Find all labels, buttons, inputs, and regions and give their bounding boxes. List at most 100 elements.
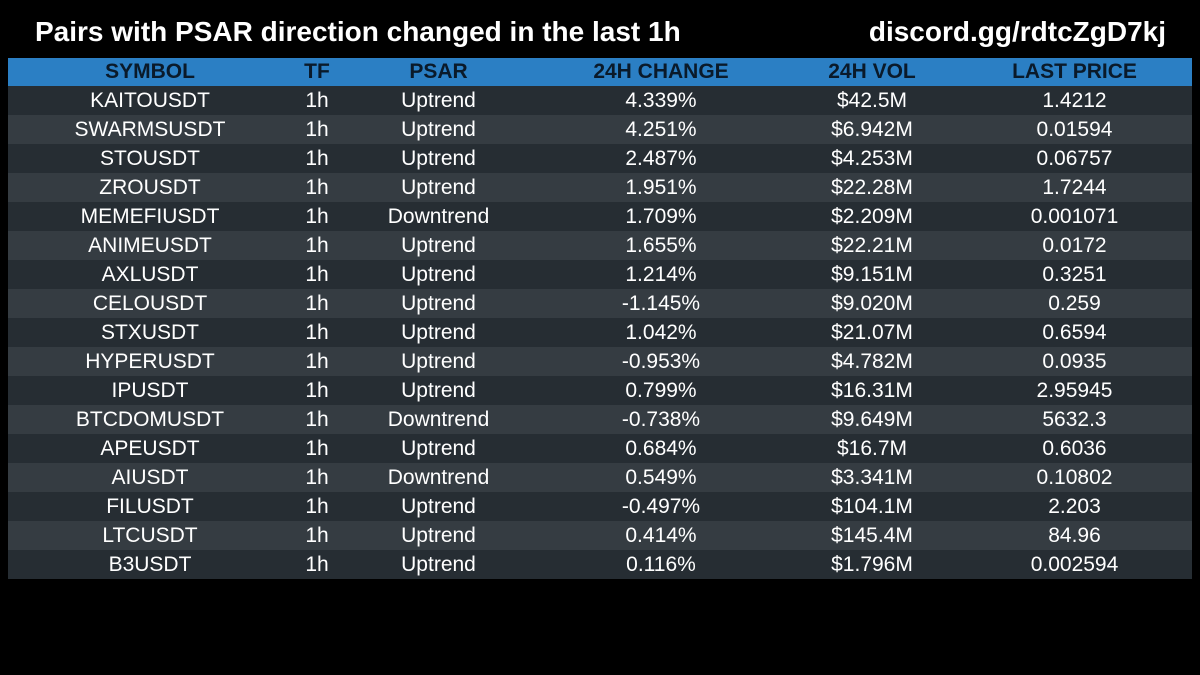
volume-cell: $2.209M [831,205,913,228]
tf-cell: 1h [305,495,329,518]
table-row[interactable]: SWARMSUSDT 1h Uptrend 4.251% $6.942M 0.01594 [8,115,1192,144]
tf-cell: 1h [305,176,329,199]
price-cell: 1.4212 [1042,89,1107,112]
price-cell: 0.0935 [1042,350,1107,373]
symbol-cell: AXLUSDT [101,263,199,286]
price-cell: 0.6594 [1042,321,1107,344]
column-header-last-price[interactable]: LAST PRICE [1012,60,1137,83]
change-cell: 0.116% [626,553,696,576]
psar-cell: Uptrend [401,350,476,373]
volume-cell: $21.07M [831,321,913,344]
table-row[interactable]: IPUSDT 1h Uptrend 0.799% $16.31M 2.95945 [8,376,1192,405]
tf-cell: 1h [305,205,329,228]
psar-cell: Uptrend [401,263,476,286]
table-row[interactable]: B3USDT 1h Uptrend 0.116% $1.796M 0.002594 [8,550,1192,579]
tf-cell: 1h [305,408,329,431]
volume-cell: $9.649M [831,408,913,431]
volume-cell: $104.1M [831,495,913,518]
column-header-24h-vol[interactable]: 24H VOL [828,60,916,83]
table-row[interactable]: FILUSDT 1h Uptrend -0.497% $104.1M 2.203 [8,492,1192,521]
volume-cell: $3.341M [831,466,913,489]
change-cell: 4.339% [625,89,697,112]
table-row[interactable]: STOUSDT 1h Uptrend 2.487% $4.253M 0.06757 [8,144,1192,173]
header-bar: Pairs with PSAR direction changed in the… [0,0,1200,58]
table-row[interactable]: KAITOUSDT 1h Uptrend 4.339% $42.5M 1.4212 [8,86,1192,115]
table-row[interactable]: ZROUSDT 1h Uptrend 1.951% $22.28M 1.7244 [8,173,1192,202]
column-header-symbol[interactable]: SYMBOL [105,60,195,83]
table-row[interactable]: BTCDOMUSDT 1h Downtrend -0.738% $9.649M 5632.… [8,405,1192,434]
volume-cell: $42.5M [836,89,908,112]
table-row[interactable]: LTCUSDT 1h Uptrend 0.414% $145.4M 84.96 [8,521,1192,550]
psar-cell: Uptrend [401,495,476,518]
tf-cell: 1h [305,437,329,460]
symbol-cell: STXUSDT [100,321,199,344]
symbol-cell: SWARMSUSDT [74,118,226,141]
change-cell: -0.953% [621,350,701,373]
table-row[interactable]: APEUSDT 1h Uptrend 0.684% $16.7M 0.6036 [8,434,1192,463]
tf-cell: 1h [305,350,329,373]
volume-cell: $9.020M [831,292,913,315]
psar-cell: Downtrend [387,205,490,228]
tf-cell: 1h [305,466,329,489]
table-row[interactable]: MEMEFIUSDT 1h Downtrend 1.709% $2.209M 0.0010… [8,202,1192,231]
volume-cell: $4.253M [831,147,913,170]
symbol-cell: ANIMEUSDT [88,234,212,257]
tf-cell: 1h [305,234,329,257]
column-header-24h-change[interactable]: 24H CHANGE [593,60,729,83]
symbol-cell: B3USDT [108,553,192,576]
change-cell: 4.251% [625,118,697,141]
table-row[interactable]: HYPERUSDT 1h Uptrend -0.953% $4.782M 0.0935 [8,347,1192,376]
psar-cell: Uptrend [401,321,476,344]
change-cell: 2.487% [625,147,697,170]
change-cell: 1.042% [625,321,697,344]
change-cell: 1.709% [625,205,697,228]
psar-cell: Uptrend [401,118,476,141]
symbol-cell: MEMEFIUSDT [80,205,220,228]
price-cell: 0.001071 [1030,205,1119,228]
table-row[interactable]: AXLUSDT 1h Uptrend 1.214% $9.151M 0.3251 [8,260,1192,289]
symbol-cell: AIUSDT [111,466,189,489]
psar-cell: Downtrend [387,466,490,489]
tf-cell: 1h [305,321,329,344]
volume-cell: $145.4M [831,524,913,547]
psar-cell: Downtrend [387,408,490,431]
symbol-cell: STOUSDT [100,147,200,170]
change-cell: 1.951% [625,176,697,199]
volume-cell: $22.21M [831,234,913,257]
price-cell: 0.6036 [1042,437,1107,460]
discord-invite-link[interactable]: discord.gg/rdtcZgD7kj [868,16,1166,47]
column-header-psar[interactable]: PSAR [409,60,468,83]
symbol-cell: FILUSDT [106,495,194,518]
table-row[interactable]: ANIMEUSDT 1h Uptrend 1.655% $22.21M 0.0172 [8,231,1192,260]
psar-cell: Uptrend [401,379,476,402]
change-cell: -0.497% [621,495,701,518]
price-cell: 2.203 [1048,495,1101,518]
psar-cell: Uptrend [401,176,476,199]
table-row[interactable]: STXUSDT 1h Uptrend 1.042% $21.07M 0.6594 [8,318,1192,347]
change-cell: 0.414% [625,524,697,547]
price-cell: 5632.3 [1042,408,1107,431]
change-cell: 1.214% [625,263,697,286]
volume-cell: $1.796M [831,553,913,576]
column-header-tf[interactable]: TF [304,60,330,83]
price-cell: 0.01594 [1036,118,1113,141]
psar-cell: Uptrend [401,553,476,576]
price-cell: 2.95945 [1036,379,1113,402]
psar-cell: Uptrend [401,437,476,460]
change-cell: 1.655% [625,234,697,257]
tf-cell: 1h [305,263,329,286]
symbol-cell: ZROUSDT [99,176,201,199]
volume-cell: $6.942M [831,118,913,141]
symbol-cell: IPUSDT [111,379,189,402]
tf-cell: 1h [305,118,329,141]
symbol-cell: APEUSDT [100,437,200,460]
table-row[interactable]: AIUSDT 1h Downtrend 0.549% $3.341M 0.10802 [8,463,1192,492]
change-cell: 0.684% [625,437,697,460]
price-cell: 0.3251 [1042,263,1107,286]
volume-cell: $4.782M [831,350,913,373]
table-body: KAITOUSDT 1h Uptrend 4.339% $42.5M 1.4212 SWAR… [8,86,1192,579]
tf-cell: 1h [305,292,329,315]
table-row[interactable]: CELOUSDT 1h Uptrend -1.145% $9.020M 0.259 [8,289,1192,318]
change-cell: -1.145% [621,292,701,315]
tf-cell: 1h [305,553,329,576]
